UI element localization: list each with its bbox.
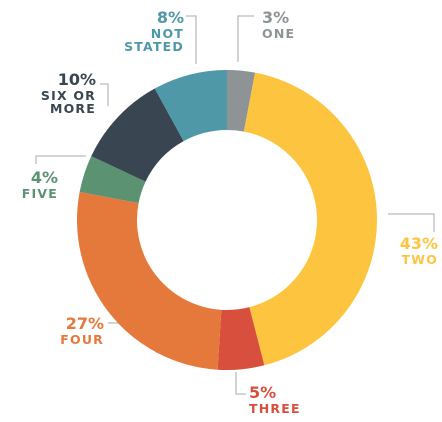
leader-line (235, 372, 246, 395)
slice-name: FOUR (60, 332, 104, 347)
slice-name: ONE (262, 26, 296, 41)
slice-name: TWO (401, 252, 438, 267)
slice-label: 8% NOT STATED (110, 8, 184, 55)
slice-percent: 4% (30, 168, 58, 187)
slice-label: 3% ONE (262, 8, 322, 41)
donut-segment (91, 88, 184, 182)
slice-label: 5% THREE (249, 383, 329, 416)
slice-percent: 3% (262, 8, 290, 27)
slice-percent: 8% (156, 8, 184, 27)
slice-label: 27% FOUR (20, 314, 104, 347)
donut-segment (227, 70, 256, 132)
donut-segment (79, 156, 146, 204)
donut-segment (76, 191, 222, 370)
donut-segment (217, 307, 265, 370)
donut-segment (154, 70, 227, 142)
slice-percent: 5% (249, 383, 277, 402)
donut-segment (243, 72, 378, 366)
slice-name: THREE (249, 401, 301, 416)
leader-line (100, 83, 109, 106)
leader-line (186, 15, 197, 64)
leader-line (237, 15, 254, 62)
slice-percent: 43% (399, 234, 438, 253)
leader-line (388, 213, 435, 232)
slice-label: 4% FIVE (0, 168, 58, 201)
slice-name: FIVE (21, 186, 58, 201)
slice-label: 10% SIX OR MORE (20, 70, 96, 117)
slice-name: NOT STATED (124, 26, 184, 55)
slice-percent: 27% (65, 314, 104, 333)
leader-line (35, 155, 86, 164)
slice-name: SIX OR MORE (40, 88, 96, 117)
slice-percent: 10% (57, 70, 96, 89)
slice-label: 43% TWO (360, 234, 438, 267)
